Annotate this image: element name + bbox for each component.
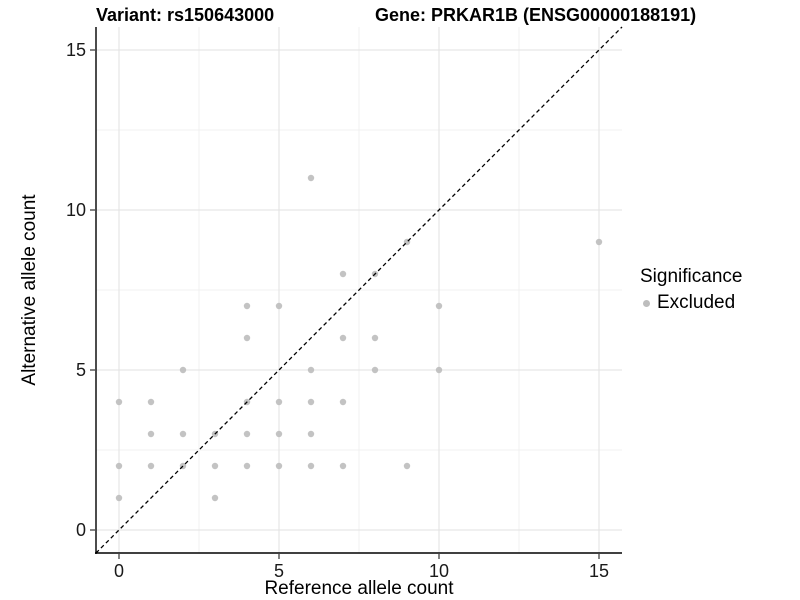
data-point[interactable] (243, 334, 251, 342)
data-point[interactable] (307, 398, 315, 406)
data-point[interactable] (307, 462, 315, 470)
legend-point-icon (643, 299, 650, 307)
data-point[interactable] (307, 174, 315, 182)
data-point[interactable] (339, 270, 347, 278)
data-point[interactable] (371, 334, 379, 342)
data-point[interactable] (275, 462, 283, 470)
data-point[interactable] (147, 462, 155, 470)
data-point[interactable] (595, 238, 603, 246)
x-tick-label: 10 (429, 561, 449, 581)
data-point[interactable] (339, 398, 347, 406)
y-axis-title: Alternative allele count (19, 194, 40, 386)
legend-item-excluded: Excluded (640, 292, 742, 314)
data-point[interactable] (115, 398, 123, 406)
data-point[interactable] (275, 302, 283, 310)
data-point[interactable] (243, 430, 251, 438)
data-point[interactable] (243, 302, 251, 310)
data-point[interactable] (179, 366, 187, 374)
x-tick-label: 0 (114, 561, 124, 581)
data-point[interactable] (435, 366, 443, 374)
gene-title: Gene: PRKAR1B (ENSG00000188191) (375, 5, 697, 25)
y-tick-label: 10 (66, 200, 86, 220)
y-tick-label: 15 (66, 40, 86, 60)
data-point[interactable] (339, 462, 347, 470)
data-point[interactable] (339, 334, 347, 342)
x-axis-title: Reference allele count (264, 578, 454, 599)
data-point[interactable] (307, 430, 315, 438)
data-point[interactable] (115, 494, 123, 502)
data-point[interactable] (275, 398, 283, 406)
data-point[interactable] (307, 366, 315, 374)
y-tick-label: 0 (76, 520, 86, 540)
data-point[interactable] (115, 462, 123, 470)
data-point[interactable] (435, 302, 443, 310)
data-point[interactable] (211, 494, 219, 502)
data-point[interactable] (243, 462, 251, 470)
data-point[interactable] (179, 430, 187, 438)
data-point[interactable] (371, 366, 379, 374)
x-tick-label: 15 (589, 561, 609, 581)
y-tick-label: 5 (76, 360, 86, 380)
data-point[interactable] (147, 430, 155, 438)
data-point[interactable] (275, 430, 283, 438)
data-point[interactable] (403, 462, 411, 470)
identity-line (95, 26, 623, 554)
legend-item-label: Excluded (657, 292, 736, 313)
data-point[interactable] (211, 462, 219, 470)
x-tick-label: 5 (274, 561, 284, 581)
legend-title: Significance (640, 266, 743, 287)
data-point[interactable] (147, 398, 155, 406)
legend: Significance Excluded (640, 266, 742, 314)
variant-title: Variant: rs150643000 (96, 5, 275, 25)
